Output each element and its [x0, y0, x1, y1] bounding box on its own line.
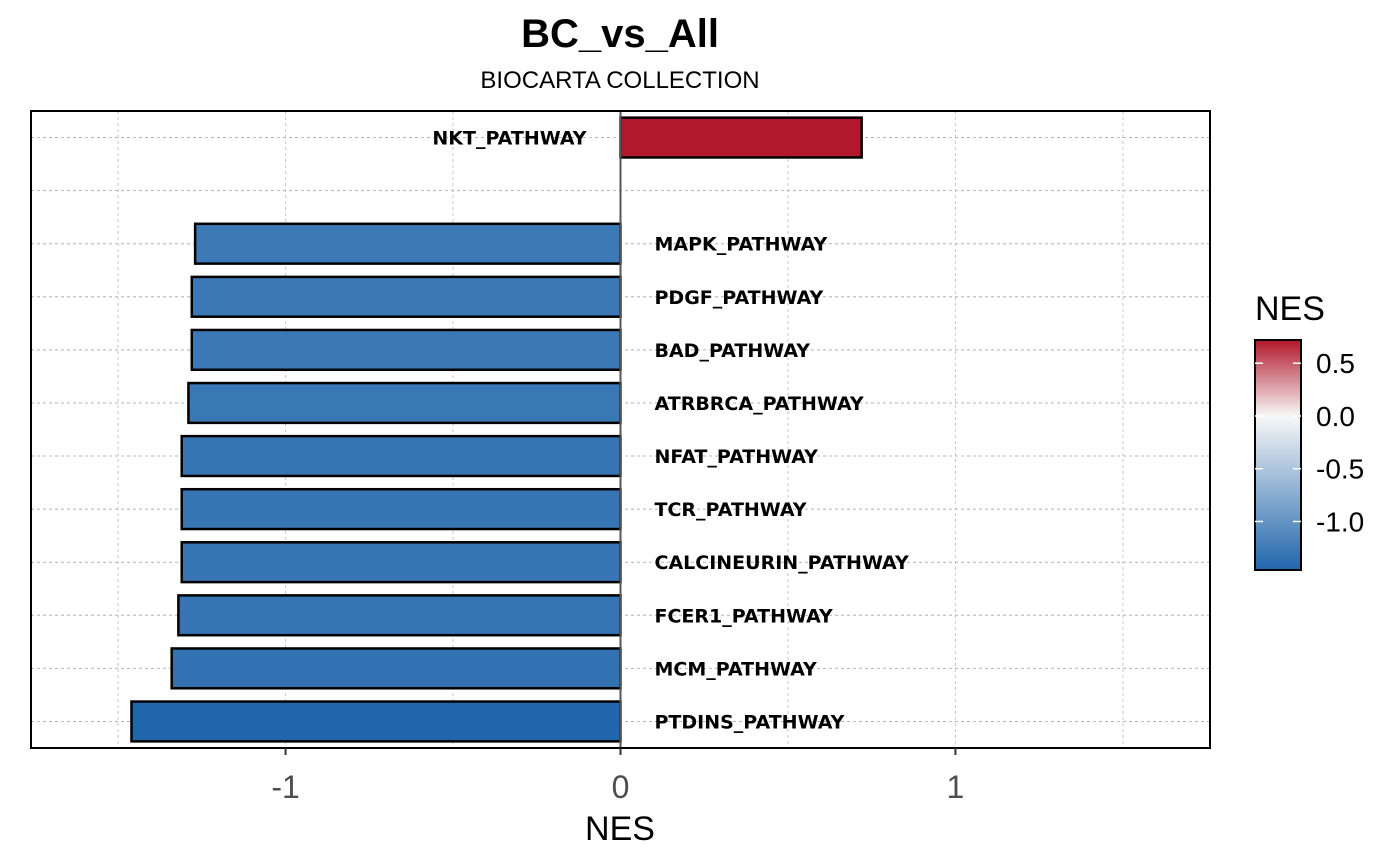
bar-label: NFAT_PATHWAY	[655, 446, 819, 468]
legend-tick-label: -0.5	[1316, 454, 1364, 485]
bar	[180, 434, 622, 478]
x-tick-label: -1	[271, 769, 299, 805]
legend-colorbar	[1254, 339, 1302, 571]
legend-title: NES	[1255, 290, 1325, 328]
x-tick-label: 1	[947, 769, 965, 805]
x-axis-title: NES	[585, 810, 655, 848]
bar-label: MCM_PATHWAY	[655, 658, 818, 680]
bar	[190, 275, 622, 318]
bar-labels: NKT_PATHWAY MAPK_PATHWAY PDGF_PATHWAY BAD_P…	[432, 128, 909, 734]
chart-title: BC_vs_All	[521, 12, 719, 56]
bar-label: FCER1_PATHWAY	[655, 605, 834, 627]
bar-label: CALCINEURIN_PATHWAY	[655, 552, 909, 574]
x-axis-ticks: -1 0 1	[271, 748, 964, 805]
legend-ticks: 0.5 0.0 -0.5 -1.0	[1255, 348, 1364, 537]
bar-label: MAPK_PATHWAY	[655, 234, 828, 256]
bar-label: ATRBRCA_PATHWAY	[655, 393, 864, 415]
bar-label: BAD_PATHWAY	[655, 340, 811, 362]
color-legend: NES 0.5 0.0 -0.5 -1.0	[1254, 290, 1364, 571]
bar-label: TCR_PATHWAY	[655, 499, 807, 521]
legend-tick-label: -1.0	[1316, 506, 1364, 537]
bar	[130, 700, 622, 743]
bar	[193, 222, 622, 265]
bar	[187, 381, 622, 425]
x-tick-label: 0	[612, 769, 630, 805]
bar	[170, 647, 622, 690]
legend-tick-label: 0.5	[1316, 348, 1355, 379]
bar-label: NKT_PATHWAY	[432, 128, 586, 150]
bar	[190, 328, 622, 372]
bar-label: PDGF_PATHWAY	[655, 287, 824, 309]
bar	[619, 116, 863, 159]
bars	[130, 116, 863, 743]
legend-tick-label: 0.0	[1316, 401, 1355, 432]
bar	[177, 594, 622, 637]
bar	[180, 541, 622, 584]
bar-label: PTDINS_PATHWAY	[655, 711, 845, 733]
chart-subtitle: BIOCARTA COLLECTION	[480, 67, 759, 94]
bar	[180, 487, 622, 531]
